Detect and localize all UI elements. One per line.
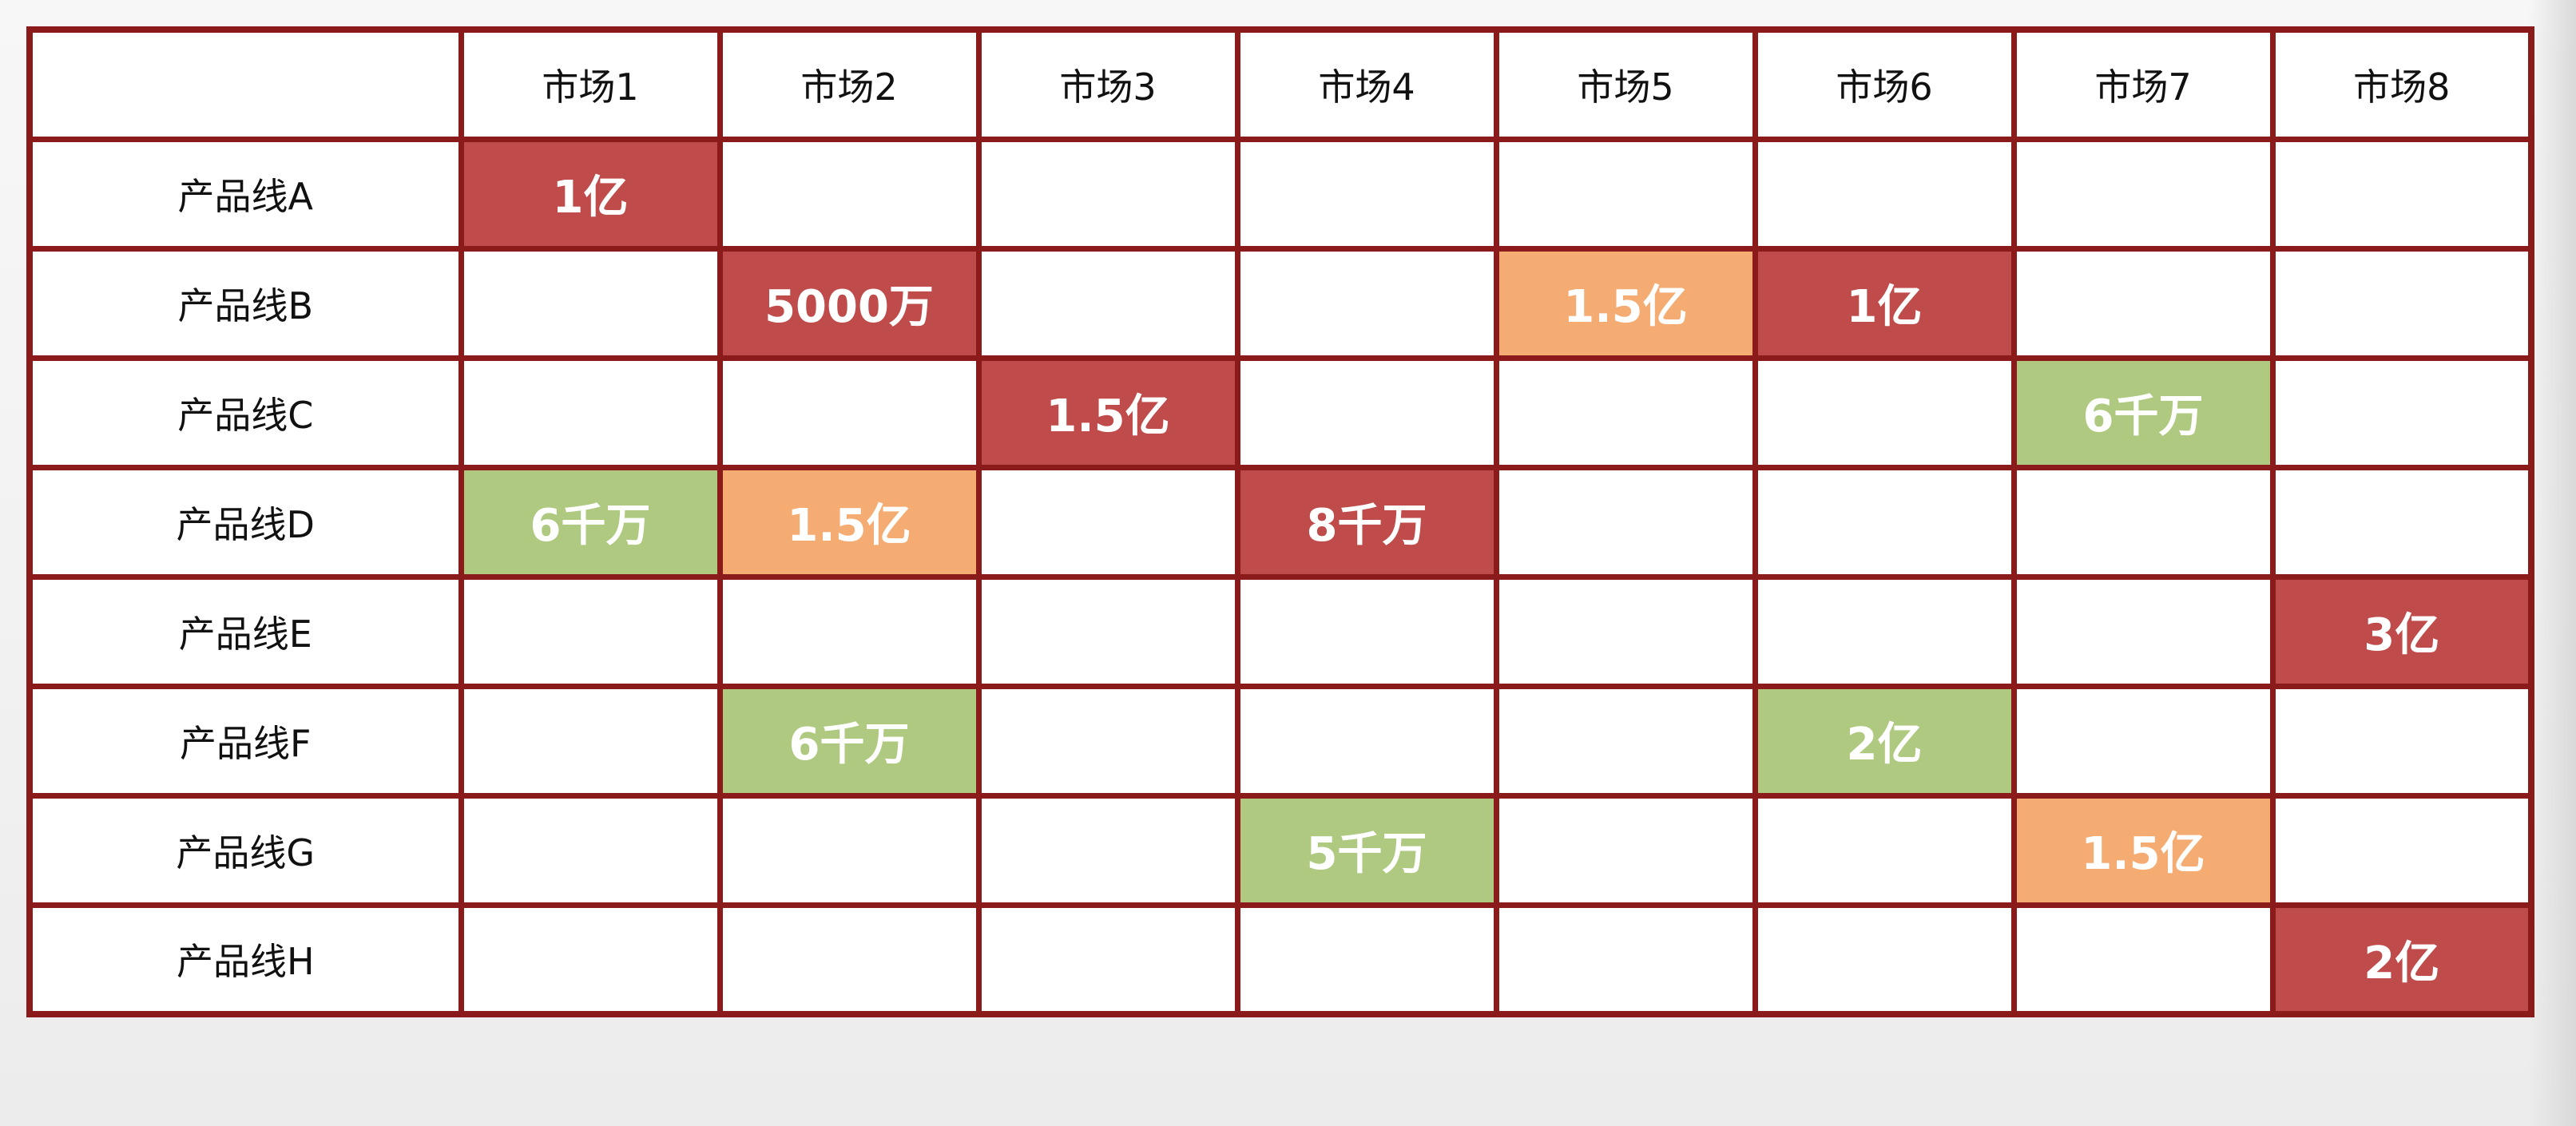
empty-cell <box>716 136 982 252</box>
value-cell: 6千万 <box>2010 355 2276 470</box>
value-cell: 1.5亿 <box>716 464 982 580</box>
empty-cell <box>975 683 1240 799</box>
value-cell: 1.5亿 <box>975 355 1240 470</box>
empty-cell <box>2010 464 2276 580</box>
value-cell: 5000万 <box>716 245 982 361</box>
empty-cell <box>1234 136 1499 252</box>
value-cell: 6千万 <box>716 683 982 799</box>
empty-cell <box>716 902 982 1017</box>
row-label: 产品线H <box>26 902 464 1017</box>
row-label: 产品线G <box>26 792 464 908</box>
empty-cell <box>716 355 982 470</box>
empty-cell <box>975 573 1240 689</box>
empty-cell <box>975 902 1240 1017</box>
empty-cell <box>1752 902 2017 1017</box>
table-row: 产品线B 5000万 1.5亿 1亿 <box>26 245 2534 361</box>
empty-cell <box>458 573 723 689</box>
value-cell: 2亿 <box>2269 902 2534 1017</box>
empty-cell <box>1752 573 2017 689</box>
empty-cell <box>2010 902 2276 1017</box>
row-label: 产品线D <box>26 464 464 580</box>
column-header: 市场4 <box>1234 26 1499 142</box>
value-cell: 5千万 <box>1234 792 1499 908</box>
empty-cell <box>2010 136 2276 252</box>
product-market-matrix: 市场1 市场2 市场3 市场4 市场5 市场6 市场7 市场8 产品线A 1亿 产品… <box>26 26 2534 1017</box>
column-header: 市场1 <box>458 26 723 142</box>
value-cell: 3亿 <box>2269 573 2534 689</box>
empty-cell <box>1752 355 2017 470</box>
empty-cell <box>2269 683 2534 799</box>
matrix-body: 产品线A 1亿 产品线B 5000万 1.5亿 1亿 产品线C 1.5亿 6千万 产品线D 6千万 1… <box>26 136 2534 1017</box>
value-cell: 1亿 <box>458 136 723 252</box>
empty-cell <box>2269 136 2534 252</box>
empty-cell <box>458 245 723 361</box>
column-header: 市场6 <box>1752 26 2017 142</box>
column-header: 市场5 <box>1493 26 1758 142</box>
empty-cell <box>1752 464 2017 580</box>
empty-cell <box>2010 245 2276 361</box>
empty-cell <box>1234 245 1499 361</box>
empty-cell <box>975 792 1240 908</box>
empty-cell <box>2269 792 2534 908</box>
empty-cell <box>1493 902 1758 1017</box>
header-row: 市场1 市场2 市场3 市场4 市场5 市场6 市场7 市场8 <box>26 26 2534 142</box>
value-cell: 6千万 <box>458 464 723 580</box>
empty-cell <box>2269 464 2534 580</box>
empty-cell <box>1493 792 1758 908</box>
empty-cell <box>1234 683 1499 799</box>
empty-cell <box>975 245 1240 361</box>
column-header: 市场8 <box>2269 26 2534 142</box>
value-cell: 1.5亿 <box>1493 245 1758 361</box>
table-row: 产品线A 1亿 <box>26 136 2534 252</box>
empty-cell <box>2269 355 2534 470</box>
empty-cell <box>1234 902 1499 1017</box>
empty-cell <box>975 464 1240 580</box>
value-cell: 2亿 <box>1752 683 2017 799</box>
row-label: 产品线B <box>26 245 464 361</box>
column-header: 市场7 <box>2010 26 2276 142</box>
empty-cell <box>2269 245 2534 361</box>
empty-cell <box>458 683 723 799</box>
table-row: 产品线G 5千万 1.5亿 <box>26 792 2534 908</box>
table-row: 产品线D 6千万 1.5亿 8千万 <box>26 464 2534 580</box>
empty-cell <box>1493 355 1758 470</box>
empty-cell <box>458 792 723 908</box>
corner-cell <box>26 26 464 142</box>
empty-cell <box>1493 136 1758 252</box>
empty-cell <box>1493 573 1758 689</box>
column-header: 市场2 <box>716 26 982 142</box>
empty-cell <box>975 136 1240 252</box>
table-row: 产品线F 6千万 2亿 <box>26 683 2534 799</box>
empty-cell <box>716 573 982 689</box>
empty-cell <box>2010 683 2276 799</box>
empty-cell <box>716 792 982 908</box>
row-label: 产品线E <box>26 573 464 689</box>
empty-cell <box>1493 683 1758 799</box>
empty-cell <box>458 355 723 470</box>
row-label: 产品线A <box>26 136 464 252</box>
row-label: 产品线F <box>26 683 464 799</box>
empty-cell <box>458 902 723 1017</box>
table-row: 产品线H 2亿 <box>26 902 2534 1017</box>
empty-cell <box>1234 573 1499 689</box>
value-cell: 1.5亿 <box>2010 792 2276 908</box>
table-row: 产品线C 1.5亿 6千万 <box>26 355 2534 470</box>
empty-cell <box>1752 136 2017 252</box>
empty-cell <box>1493 464 1758 580</box>
row-label: 产品线C <box>26 355 464 470</box>
value-cell: 1亿 <box>1752 245 2017 361</box>
column-header: 市场3 <box>975 26 1240 142</box>
value-cell: 8千万 <box>1234 464 1499 580</box>
empty-cell <box>1234 355 1499 470</box>
empty-cell <box>2010 573 2276 689</box>
table-row: 产品线E 3亿 <box>26 573 2534 689</box>
empty-cell <box>1752 792 2017 908</box>
